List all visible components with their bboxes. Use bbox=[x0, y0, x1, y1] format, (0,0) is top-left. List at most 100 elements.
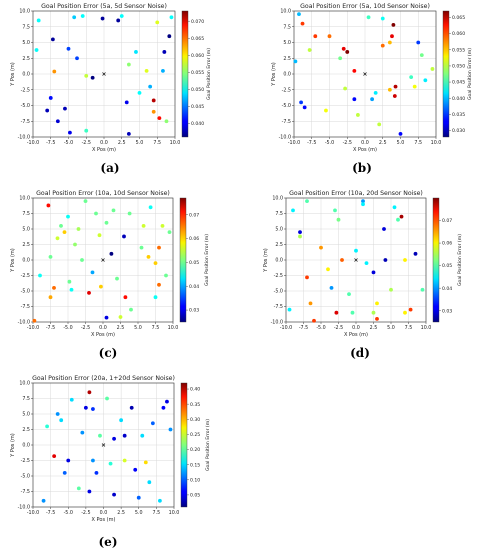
scatter-point bbox=[287, 307, 292, 312]
scatter-point bbox=[55, 236, 60, 241]
scatter-point bbox=[87, 489, 92, 494]
scatter-point bbox=[408, 307, 413, 312]
scatter-point bbox=[80, 430, 85, 435]
plot-frame bbox=[32, 382, 175, 508]
colorbar-tick-label: 0.06 bbox=[442, 241, 452, 247]
scatter-point bbox=[87, 390, 92, 395]
scatter-point bbox=[308, 301, 313, 306]
chart-title: Goal Position Error (5a, 10d Sensor Nois… bbox=[300, 3, 430, 10]
scatter-point bbox=[157, 116, 162, 120]
scatter-point bbox=[403, 310, 407, 315]
x-tick-label: 7.5 bbox=[405, 325, 413, 331]
origin-marker bbox=[354, 258, 358, 262]
scatter-point bbox=[126, 62, 131, 67]
scatter-point bbox=[389, 287, 393, 292]
scatter-point bbox=[112, 436, 116, 441]
scatter-point bbox=[399, 214, 404, 219]
chart-title: Goal Position Error (10a, 10d Sensor Noi… bbox=[36, 190, 170, 197]
y-tick-label: -10.0 bbox=[18, 135, 30, 141]
scatter-point bbox=[122, 433, 127, 438]
plot-frame bbox=[285, 197, 427, 323]
colorbar bbox=[432, 197, 440, 323]
scatter-point bbox=[393, 84, 398, 89]
scatter-point bbox=[158, 498, 162, 503]
scatter-point bbox=[153, 295, 158, 300]
colorbar-label: Goal Position Error (m) bbox=[467, 48, 473, 100]
x-tick-label: 5.0 bbox=[135, 510, 143, 516]
scatter-point bbox=[168, 427, 173, 432]
colorbar-tick-label: 0.03 bbox=[442, 308, 452, 314]
scatter-point bbox=[291, 208, 295, 213]
colorbar-tick-label: 0.40 bbox=[190, 387, 200, 393]
scatter-point bbox=[72, 15, 77, 20]
x-tick-label: 5.0 bbox=[397, 140, 405, 146]
scatter-point bbox=[91, 458, 95, 463]
y-tick-label: -5.0 bbox=[274, 289, 283, 295]
y-tick-label: 7.5 bbox=[22, 24, 30, 30]
scatter-point bbox=[66, 214, 70, 219]
scatter-point bbox=[139, 245, 144, 250]
scatter-point bbox=[161, 405, 166, 410]
scatter-point bbox=[115, 276, 119, 281]
scatter-point bbox=[119, 418, 124, 423]
y-tick-label: -10.0 bbox=[18, 505, 30, 511]
x-tick-label: 10.0 bbox=[421, 325, 432, 331]
x-tick-label: -5.0 bbox=[316, 325, 325, 331]
panel-caption: (a) bbox=[100, 161, 119, 175]
y-tick-label: -2.5 bbox=[21, 87, 30, 93]
scatter-point bbox=[124, 100, 129, 105]
scatter-point bbox=[143, 460, 148, 465]
scatter-point bbox=[334, 310, 339, 315]
colorbar-label: Goal Position Error (m) bbox=[205, 419, 211, 471]
x-tick-label: -10.0 bbox=[27, 140, 39, 146]
scatter-point bbox=[108, 461, 113, 466]
scatter-point bbox=[69, 287, 74, 292]
x-tick-label: 2.5 bbox=[379, 140, 387, 146]
x-tick-label: 7.5 bbox=[153, 510, 161, 516]
colorbar-tick-label: 0.065 bbox=[191, 36, 204, 42]
x-tick-label: 2.5 bbox=[117, 510, 125, 516]
y-axis-label: Y Pos (m) bbox=[271, 62, 277, 87]
scatter-point bbox=[148, 84, 153, 89]
scatter-point bbox=[352, 97, 357, 102]
scatter-point bbox=[98, 433, 102, 438]
x-tick-label: -10.0 bbox=[27, 510, 39, 516]
y-tick-label: 5.0 bbox=[283, 40, 291, 46]
scatter-point bbox=[84, 128, 89, 133]
scatter-point bbox=[364, 261, 369, 265]
scatter-point bbox=[157, 282, 161, 287]
scatter-point bbox=[413, 251, 418, 256]
colorbar-tick-label: 0.10 bbox=[190, 477, 200, 483]
scatter-point bbox=[55, 412, 60, 416]
y-tick-label: 2.5 bbox=[22, 242, 30, 248]
scatter-point bbox=[387, 40, 392, 45]
y-tick-label: -7.5 bbox=[274, 304, 283, 310]
panel-caption: (b) bbox=[352, 161, 372, 175]
scatter-point bbox=[84, 73, 89, 78]
colorbar-tick-label: 0.065 bbox=[452, 15, 465, 21]
scatter-point bbox=[66, 46, 71, 51]
scatter-point bbox=[366, 15, 371, 20]
y-tick-label: 5.0 bbox=[22, 227, 30, 233]
scatter-point bbox=[313, 34, 318, 39]
scatter-point bbox=[412, 84, 417, 89]
scatter-point bbox=[48, 295, 53, 300]
colorbar-tick-label: 0.035 bbox=[452, 112, 465, 118]
x-tick-label: 2.5 bbox=[117, 325, 125, 331]
y-tick-label: -5.0 bbox=[21, 103, 30, 109]
scatter-point bbox=[354, 248, 358, 253]
scatter-point bbox=[300, 21, 305, 26]
scatter-point bbox=[164, 273, 168, 278]
colorbar-tick-label: 0.04 bbox=[189, 284, 199, 290]
y-tick-label: -7.5 bbox=[21, 119, 30, 125]
y-tick-label: 0.0 bbox=[22, 72, 30, 78]
colorbar-tick-label: 0.25 bbox=[190, 432, 200, 438]
scatter-point bbox=[104, 315, 109, 320]
x-tick-label: -2.5 bbox=[81, 325, 90, 331]
scatter-point bbox=[377, 122, 382, 127]
scatter-point bbox=[75, 56, 79, 61]
x-axis-label: X Pos (m) bbox=[91, 332, 115, 338]
scatter-point bbox=[32, 318, 37, 323]
x-tick-label: 2.5 bbox=[370, 325, 378, 331]
x-tick-label: 10.0 bbox=[168, 325, 179, 331]
